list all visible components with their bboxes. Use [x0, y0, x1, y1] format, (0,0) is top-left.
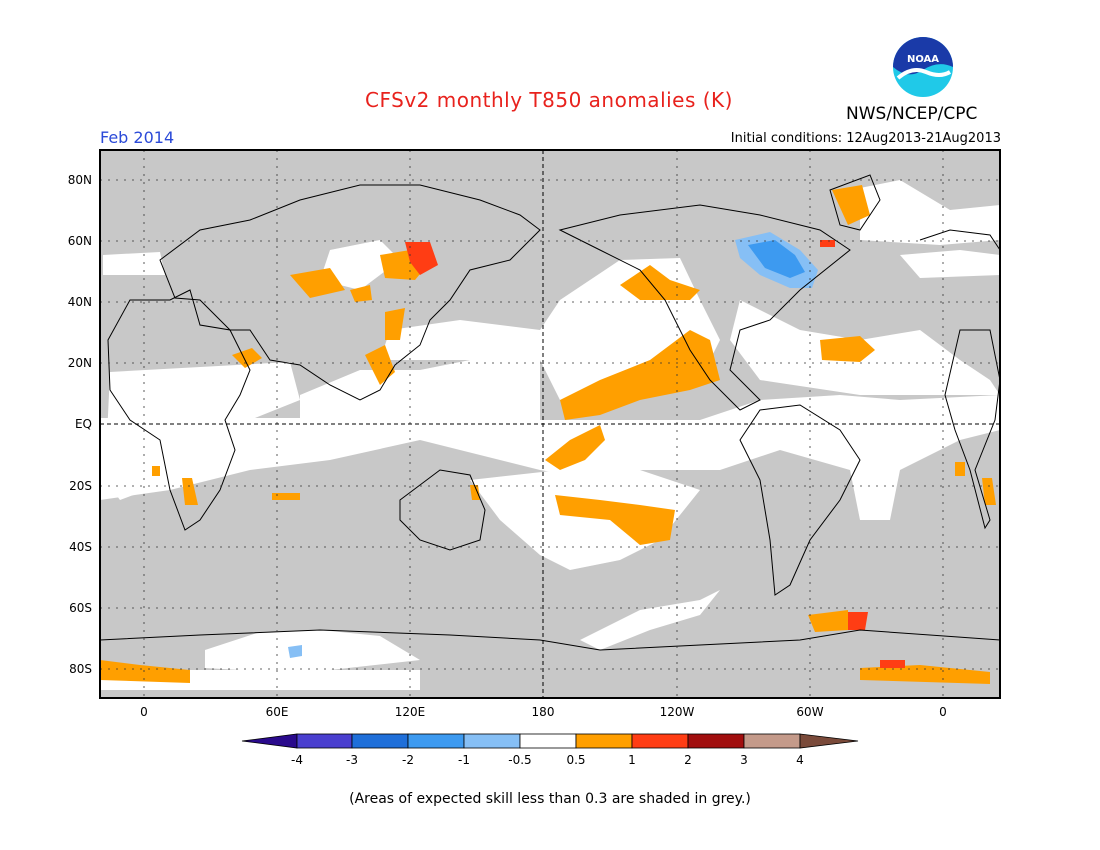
lat-label: 80N [68, 173, 92, 187]
lat-label: 20N [68, 356, 92, 370]
lon-label: 120W [660, 705, 695, 719]
lon-label: 180 [532, 705, 555, 719]
lon-label: 120E [395, 705, 426, 719]
colorbar-segment [463, 733, 521, 749]
skill-footnote: (Areas of expected skill less than 0.3 a… [349, 791, 751, 807]
white-skill-regions [100, 180, 1000, 690]
colorbar-segment [519, 733, 577, 749]
colorbar-segment [407, 733, 465, 749]
colorbar-label: 1 [628, 753, 636, 767]
lat-label: EQ [75, 417, 92, 431]
colorbar-label: 4 [796, 753, 804, 767]
skill-mask-background [100, 150, 1000, 698]
lat-label: 40N [68, 295, 92, 309]
cold-anomaly-regions [288, 232, 818, 658]
colorbar-label: 0.5 [566, 753, 585, 767]
lon-label: 0 [140, 705, 148, 719]
map-frame [99, 149, 1001, 699]
lon-label: 60W [796, 705, 823, 719]
colorbar-segment [241, 733, 298, 749]
initial-conditions-label: Initial conditions: 12Aug2013-21Aug2013 [730, 131, 1001, 146]
longitude-labels: 0 60E 120E 180 120W 60W 0 [140, 705, 947, 719]
logo-text: NOAA [907, 54, 939, 65]
colorbar-segment [799, 733, 859, 749]
lat-label: 60N [68, 234, 92, 248]
lon-label: 60E [266, 705, 289, 719]
target-month-label: Feb 2014 [100, 128, 175, 147]
colorbar-label: 2 [684, 753, 692, 767]
colorbar-label: -1 [458, 753, 470, 767]
colorbar-label: 3 [740, 753, 748, 767]
colorbar-segment [631, 733, 689, 749]
colorbar-segment [351, 733, 409, 749]
lat-lon-grid [100, 150, 1000, 698]
latitude-labels: 80N 60N 40N 20N EQ 20S 40S 60S 80S [68, 173, 92, 676]
lat-label: 60S [69, 601, 92, 615]
colorbar-label: -4 [291, 753, 303, 767]
map-title: CFSv2 monthly T850 anomalies (K) [365, 88, 733, 112]
warm-anomaly-regions [100, 185, 996, 684]
strong-warm-anomaly-regions [405, 240, 905, 668]
coastlines [100, 174, 1000, 651]
lon-label: 0 [939, 705, 947, 719]
lat-label: 20S [69, 479, 92, 493]
colorbar-segment [743, 733, 801, 749]
colorbar-label: -3 [346, 753, 358, 767]
colorbar-label: -0.5 [508, 753, 531, 767]
colorbar-segment [575, 733, 633, 749]
colorbar-label: -2 [402, 753, 414, 767]
lat-label: 40S [69, 540, 92, 554]
lat-label: 80S [69, 662, 92, 676]
noaa-logo-icon: NOAA [893, 37, 953, 97]
colorbar-labels: -4 -3 -2 -1 -0.5 0.5 1 2 3 4 [291, 753, 804, 767]
colorbar-segment [296, 733, 353, 749]
colorbar-segment [687, 733, 745, 749]
agency-label: NWS/NCEP/CPC [846, 104, 978, 124]
colorbar [241, 733, 859, 749]
